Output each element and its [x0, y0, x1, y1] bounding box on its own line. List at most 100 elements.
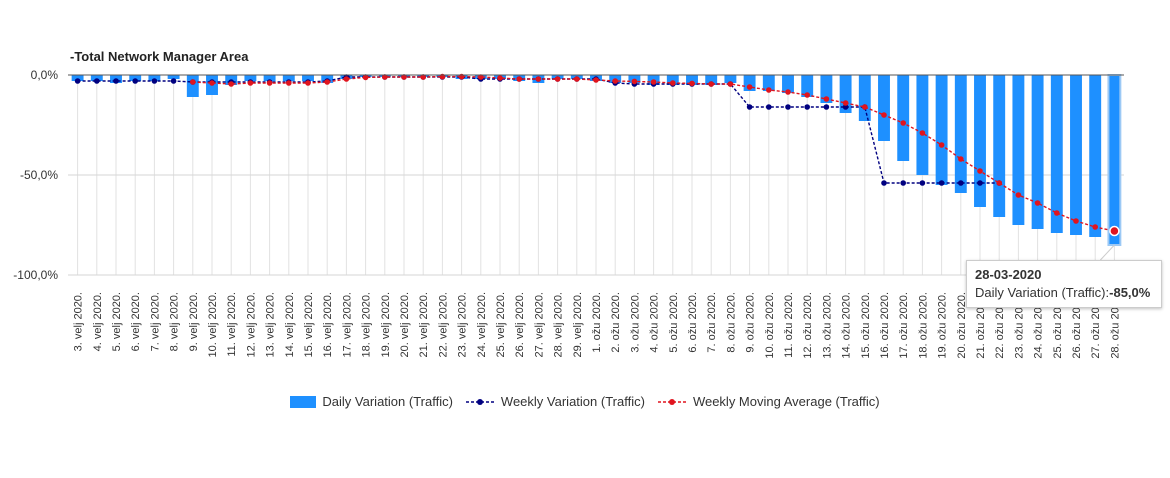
moving-average-point[interactable]: [1092, 224, 1098, 230]
weekly-variation-point[interactable]: [938, 180, 945, 186]
weekly-variation-point[interactable]: [746, 104, 753, 110]
bar-daily-variation[interactable]: [839, 75, 852, 113]
bar-daily-variation[interactable]: [916, 75, 929, 175]
weekly-variation-point[interactable]: [958, 180, 964, 186]
moving-average-point[interactable]: [420, 74, 427, 80]
bar-daily-variation[interactable]: [686, 75, 698, 85]
bar-daily-variation[interactable]: [186, 75, 199, 97]
moving-average-point[interactable]: [535, 76, 542, 82]
bar-daily-variation[interactable]: [993, 75, 1006, 217]
moving-average-point[interactable]: [1073, 218, 1079, 224]
bar-daily-variation[interactable]: [743, 75, 756, 91]
moving-average-point[interactable]: [938, 142, 945, 148]
bar-daily-variation[interactable]: [801, 75, 814, 97]
weekly-variation-point[interactable]: [919, 180, 926, 186]
moving-average-point[interactable]: [497, 75, 503, 81]
moving-average-point[interactable]: [900, 120, 906, 126]
legend-item-weekly[interactable]: Weekly Variation (Traffic): [465, 394, 645, 409]
moving-average-point[interactable]: [862, 104, 868, 110]
bar-daily-variation[interactable]: [129, 75, 142, 81]
moving-average-point[interactable]: [612, 78, 618, 84]
moving-average-point[interactable]: [362, 74, 369, 81]
moving-average-point[interactable]: [689, 80, 695, 87]
weekly-variation-point[interactable]: [823, 104, 830, 110]
bar-daily-variation[interactable]: [1089, 75, 1102, 237]
moving-average-point[interactable]: [631, 78, 638, 85]
bar-daily-variation[interactable]: [705, 75, 718, 85]
bar-daily-variation[interactable]: [954, 75, 967, 193]
moving-average-point[interactable]: [919, 130, 926, 136]
moving-average-point[interactable]: [823, 96, 830, 102]
moving-average-point[interactable]: [209, 80, 215, 86]
bar-daily-variation[interactable]: [244, 75, 257, 81]
moving-average-point[interactable]: [746, 84, 753, 90]
moving-average-point[interactable]: [766, 87, 772, 93]
bar-daily-variation[interactable]: [282, 75, 295, 81]
bar-daily-variation[interactable]: [782, 75, 794, 93]
weekly-variation-point[interactable]: [170, 78, 177, 84]
series-lines[interactable]: [74, 73, 1120, 237]
weekly-variation-point[interactable]: [804, 104, 810, 110]
moving-average-point[interactable]: [977, 168, 983, 174]
moving-average-point[interactable]: [727, 81, 734, 87]
moving-average-point[interactable]: [478, 74, 484, 80]
moving-average-point[interactable]: [804, 92, 810, 98]
bar-daily-variation[interactable]: [1070, 75, 1082, 235]
moving-average-point[interactable]: [650, 79, 657, 85]
bar-daily-variation[interactable]: [897, 75, 910, 161]
moving-average-point[interactable]: [1034, 200, 1041, 206]
moving-average-point[interactable]: [1015, 192, 1022, 198]
moving-average-point[interactable]: [190, 79, 196, 85]
bar-daily-variation[interactable]: [71, 75, 84, 81]
bar-daily-variation[interactable]: [167, 75, 180, 79]
moving-average-point[interactable]: [1054, 210, 1060, 216]
moving-average-point[interactable]: [996, 180, 1002, 186]
moving-average-point[interactable]: [247, 80, 254, 86]
bar-daily-variation[interactable]: [1012, 75, 1025, 225]
bar-daily-variation[interactable]: [974, 75, 986, 207]
weekly-variation-point[interactable]: [881, 180, 887, 186]
moving-average-point[interactable]: [286, 80, 292, 86]
weekly-variation-point[interactable]: [842, 104, 849, 110]
weekly-variation-point[interactable]: [132, 78, 138, 84]
moving-average-point[interactable]: [343, 76, 350, 82]
moving-average-point[interactable]: [958, 156, 964, 162]
bar-daily-variation[interactable]: [302, 75, 314, 81]
bar-daily-variation[interactable]: [878, 75, 890, 141]
weekly-variation-point[interactable]: [74, 78, 81, 84]
weekly-variation-point[interactable]: [113, 78, 119, 84]
bar-daily-variation[interactable]: [935, 75, 948, 185]
bar-daily-variation[interactable]: [1050, 75, 1063, 233]
weekly-variation-point[interactable]: [900, 180, 906, 186]
bar-daily-variation[interactable]: [1031, 75, 1044, 229]
weekly-variation-point[interactable]: [977, 180, 983, 186]
moving-average-point[interactable]: [266, 80, 273, 86]
moving-average-point[interactable]: [670, 80, 676, 86]
bar-daily-variation[interactable]: [724, 75, 737, 83]
moving-average-point[interactable]: [785, 89, 791, 95]
weekly-variation-point[interactable]: [94, 78, 100, 84]
moving-average-point[interactable]: [574, 76, 580, 82]
bar-daily-variation[interactable]: [263, 75, 276, 81]
bar-daily-variation[interactable]: [1107, 74, 1122, 246]
bar-daily-variation[interactable]: [90, 75, 103, 81]
moving-average-point[interactable]: [305, 80, 311, 86]
moving-average-point[interactable]: [593, 77, 599, 83]
bar-daily-variation[interactable]: [148, 75, 161, 81]
moving-average-point[interactable]: [516, 76, 522, 82]
moving-average-point[interactable]: [382, 74, 388, 80]
bar-daily-variation[interactable]: [820, 75, 833, 103]
weekly-variation-point[interactable]: [766, 104, 772, 110]
legend-item-moving[interactable]: Weekly Moving Average (Traffic): [657, 394, 880, 409]
bar-daily-variation[interactable]: [666, 75, 679, 85]
moving-average-point[interactable]: [401, 74, 407, 80]
moving-average-point[interactable]: [842, 100, 849, 106]
bar-daily-variation[interactable]: [762, 75, 775, 91]
moving-average-point[interactable]: [1109, 225, 1120, 237]
bar-daily-variation[interactable]: [858, 75, 871, 121]
moving-average-point[interactable]: [228, 81, 234, 87]
moving-average-point[interactable]: [554, 76, 561, 82]
weekly-variation-point[interactable]: [151, 78, 158, 84]
legend-item-daily[interactable]: Daily Variation (Traffic): [290, 394, 453, 409]
moving-average-point[interactable]: [324, 79, 331, 85]
